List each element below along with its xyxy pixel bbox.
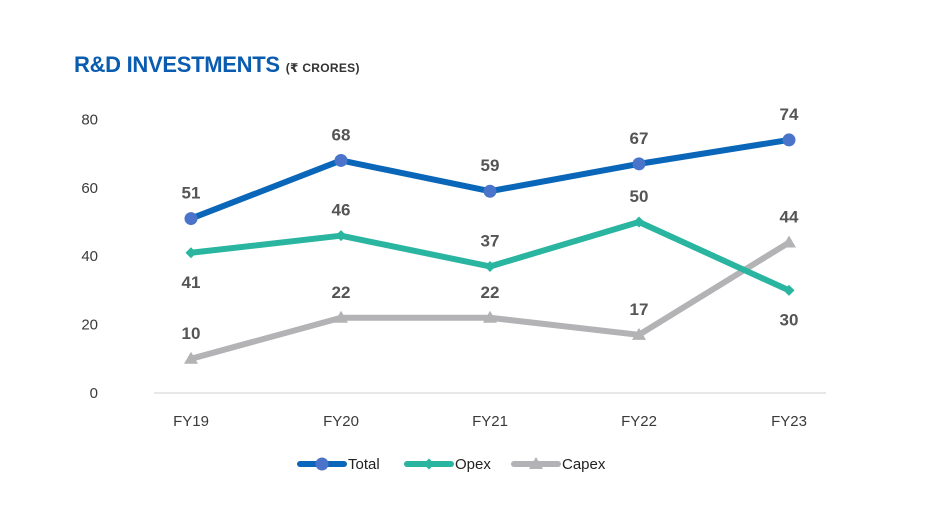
data-point-opex <box>484 260 496 272</box>
x-tick-label: FY19 <box>173 413 209 430</box>
data-label-total: 51 <box>182 184 201 203</box>
data-label-capex: 22 <box>332 283 351 302</box>
data-point-opex <box>783 284 795 296</box>
y-tick-label: 60 <box>81 180 98 197</box>
y-tick-label: 20 <box>81 317 98 334</box>
data-label-total: 59 <box>481 156 500 175</box>
data-label-opex: 37 <box>481 231 500 250</box>
legend-label-opex: Opex <box>455 456 491 473</box>
data-label-capex: 22 <box>481 283 500 302</box>
legend-marker-opex <box>423 458 435 470</box>
data-label-opex: 30 <box>780 310 799 329</box>
data-point-capex <box>184 351 198 364</box>
data-label-opex: 46 <box>332 201 351 220</box>
data-point-total <box>334 153 348 167</box>
data-point-opex <box>335 230 347 242</box>
data-label-capex: 44 <box>780 208 799 227</box>
x-tick-label: FY23 <box>771 413 807 430</box>
data-point-total <box>184 212 198 226</box>
series-line-total <box>188 136 792 222</box>
chart-title: R&D INVESTMENTS <box>74 52 280 77</box>
chart-subtitle: (₹ CRORES) <box>285 61 360 75</box>
data-point-capex <box>334 310 348 323</box>
y-tick-label: 40 <box>81 248 98 265</box>
data-point-capex <box>782 235 796 248</box>
data-point-opex <box>633 216 645 228</box>
x-tick-label: FY22 <box>621 413 657 430</box>
data-point-opex <box>185 247 197 259</box>
data-point-capex <box>483 310 497 323</box>
legend-label-capex: Capex <box>562 456 606 473</box>
data-label-total: 67 <box>630 129 649 148</box>
x-tick-label: FY21 <box>472 413 508 430</box>
legend-label-total: Total <box>348 456 380 473</box>
data-point-capex <box>632 327 646 340</box>
legend-marker-capex <box>529 457 543 469</box>
x-tick-label: FY20 <box>323 413 359 430</box>
data-label-opex: 41 <box>182 273 201 292</box>
data-point-total <box>483 184 497 198</box>
chart-title-block: R&D INVESTMENTS (₹ CRORES) <box>74 52 360 78</box>
data-label-total: 74 <box>780 105 799 124</box>
data-label-total: 68 <box>332 125 351 144</box>
legend-marker-total <box>315 457 329 471</box>
y-tick-label: 80 <box>81 111 98 128</box>
data-label-capex: 17 <box>630 300 649 319</box>
data-label-capex: 10 <box>182 324 201 343</box>
data-point-total <box>782 133 796 147</box>
data-label-opex: 50 <box>630 187 649 206</box>
data-point-total <box>632 157 646 171</box>
y-tick-label: 0 <box>90 385 98 402</box>
